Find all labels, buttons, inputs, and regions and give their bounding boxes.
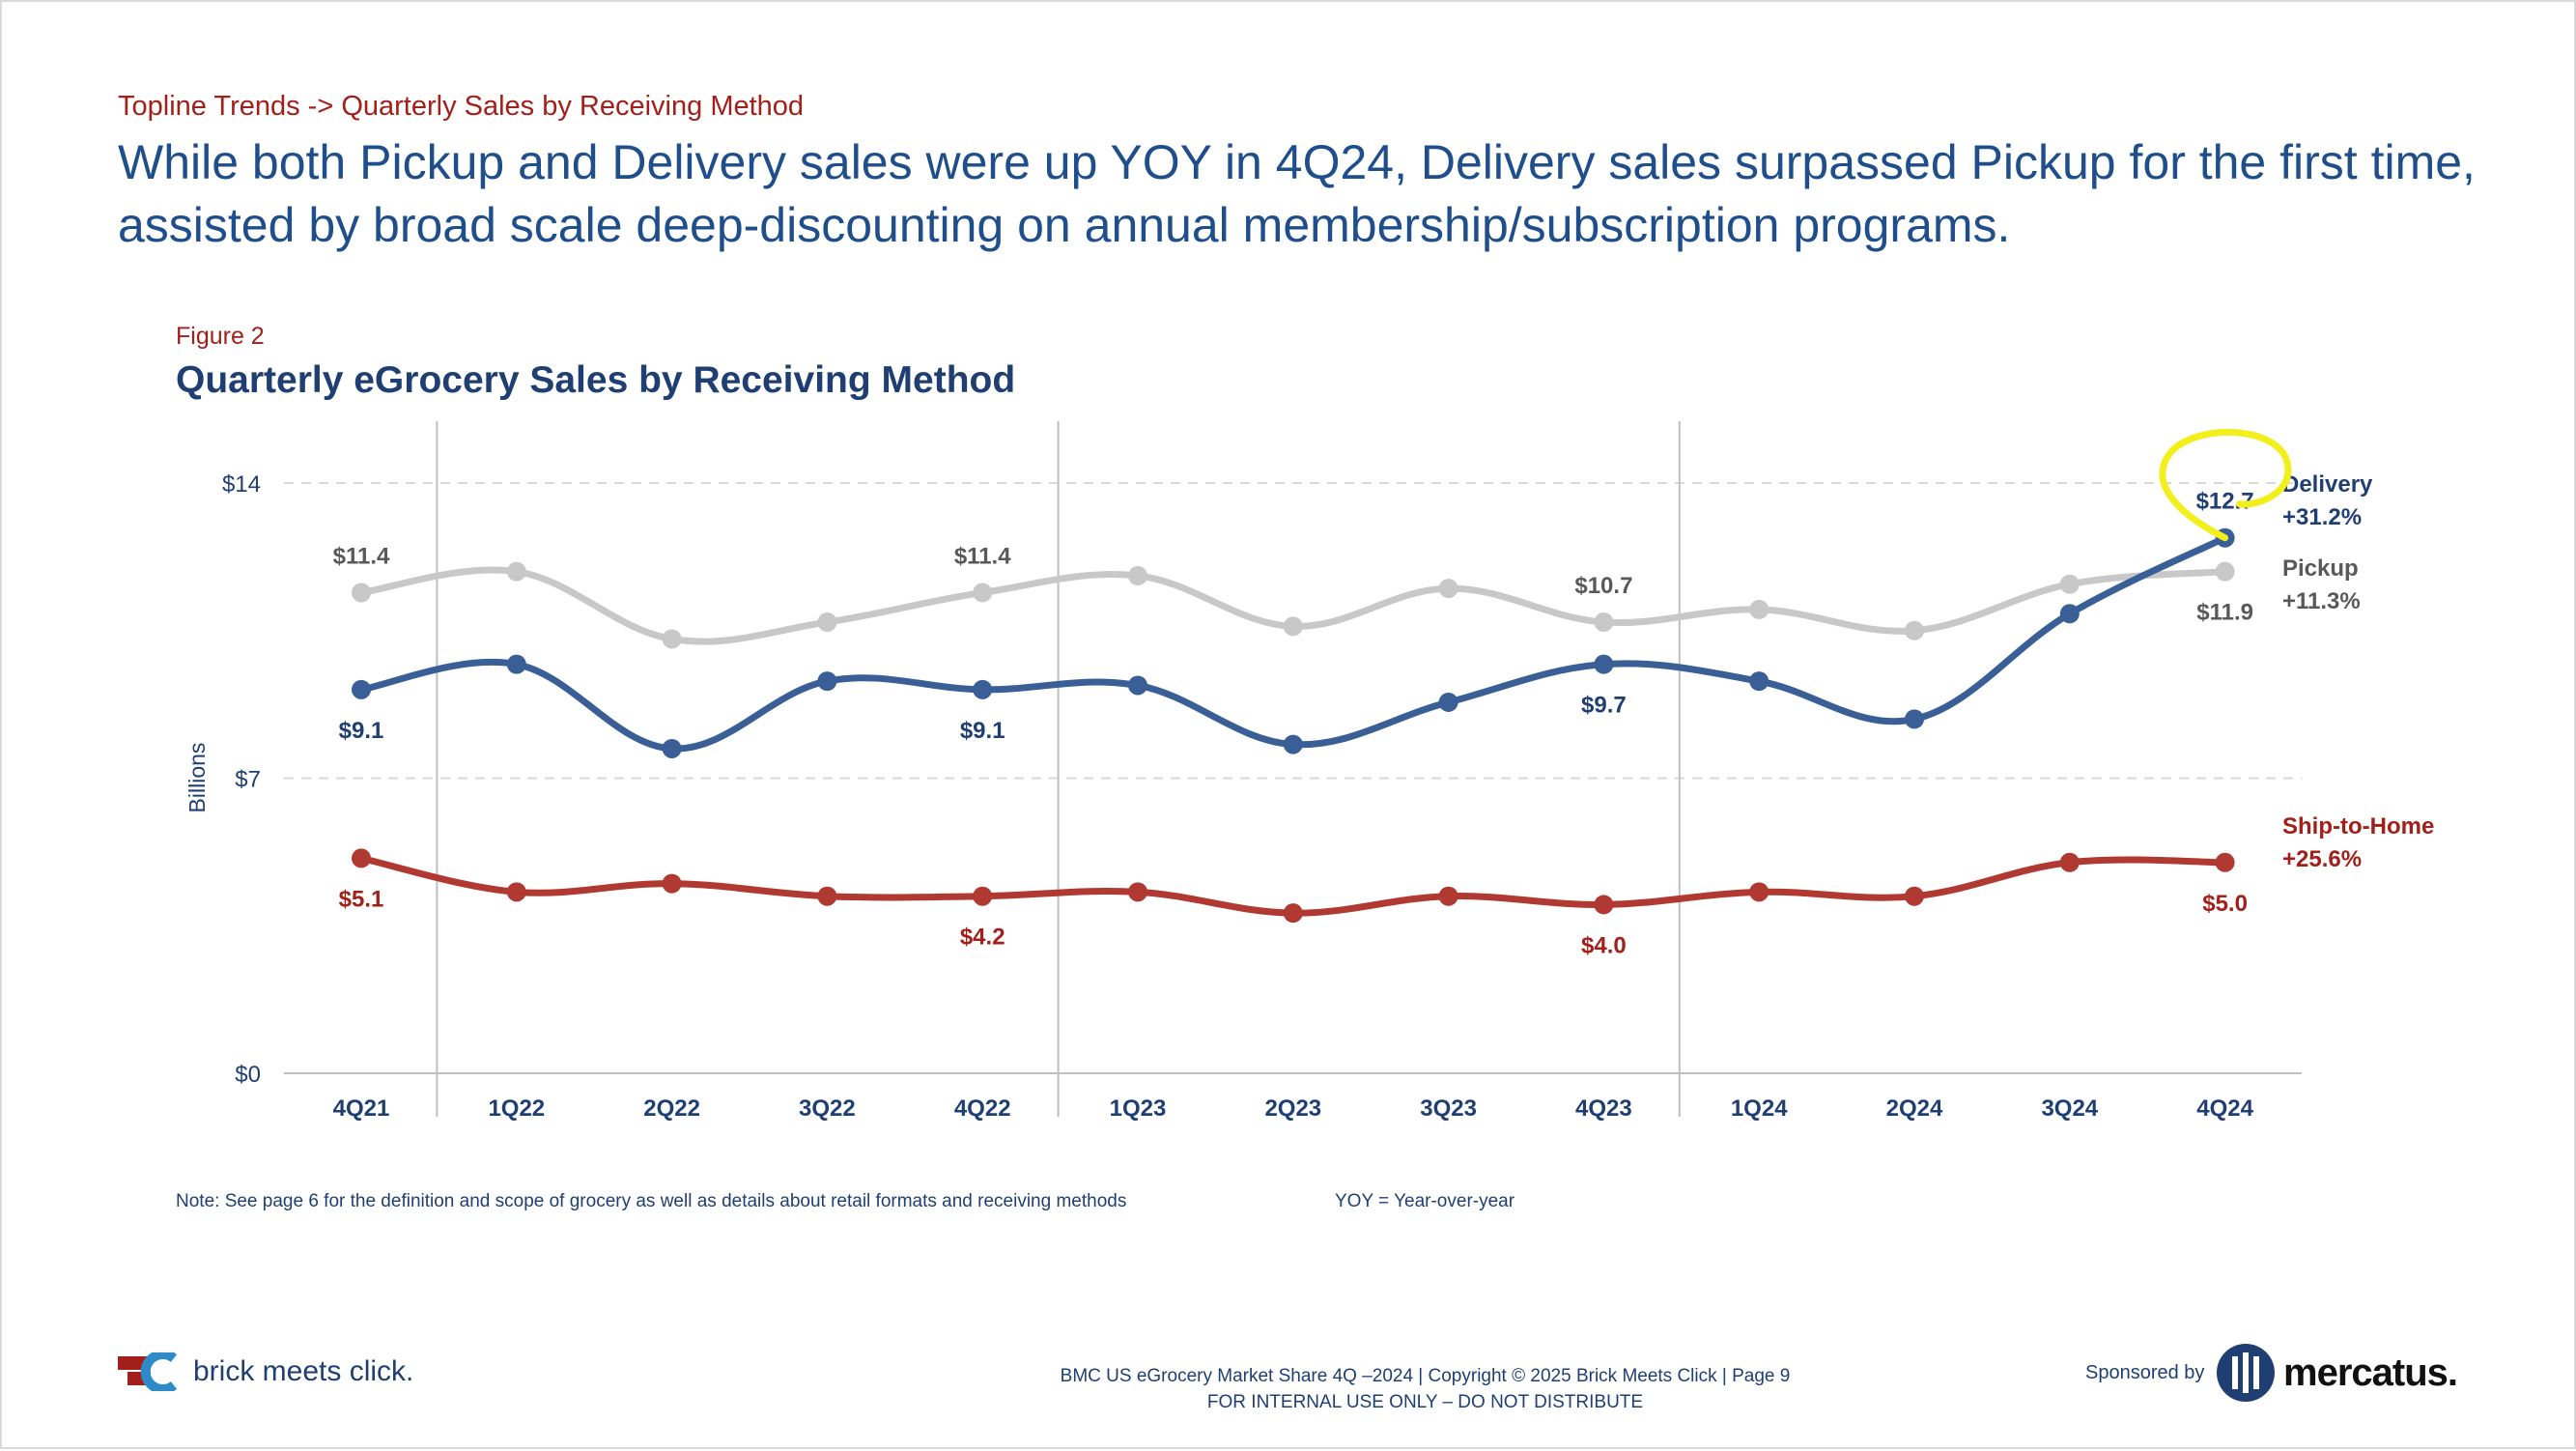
x-tick-label: 3Q22 bbox=[799, 1095, 856, 1122]
data-point-pickup bbox=[1438, 579, 1458, 599]
series-line-delivery bbox=[357, 534, 2229, 753]
data-label: $9.1 bbox=[339, 718, 384, 744]
yoy-note: YOY = Year-over-year bbox=[1335, 1191, 1515, 1211]
highlight-circle-annotation bbox=[2159, 429, 2292, 542]
series-layer bbox=[352, 527, 2235, 924]
data-label: $5.1 bbox=[339, 886, 384, 912]
chart-title: Quarterly eGrocery Sales by Receiving Me… bbox=[176, 359, 1016, 401]
breadcrumb: Topline Trends -> Quarterly Sales by Rec… bbox=[118, 91, 805, 122]
data-point-ship-to-home bbox=[506, 882, 526, 902]
x-tick-label: 1Q24 bbox=[1731, 1095, 1788, 1122]
data-point-pickup bbox=[817, 612, 837, 633]
legend-series-yoy: +25.6% bbox=[2282, 846, 2362, 872]
x-tick-label: 2Q23 bbox=[1264, 1095, 1321, 1122]
data-point-ship-to-home bbox=[1749, 882, 1769, 902]
data-point-ship-to-home bbox=[1594, 895, 1614, 915]
legend-series-name: Delivery bbox=[2282, 471, 2373, 498]
data-label: $11.9 bbox=[2196, 600, 2253, 626]
x-tick-label: 2Q22 bbox=[643, 1095, 700, 1122]
data-label: $5.0 bbox=[2202, 891, 2248, 917]
x-tick-label: 1Q23 bbox=[1110, 1095, 1167, 1122]
data-label: $9.7 bbox=[1581, 693, 1627, 719]
data-point-pickup bbox=[1283, 616, 1303, 637]
brick-logo-icon bbox=[118, 1352, 178, 1391]
data-point-ship-to-home bbox=[2215, 852, 2235, 872]
x-tick-label: 1Q22 bbox=[488, 1095, 545, 1122]
data-point-pickup bbox=[1905, 620, 1924, 640]
data-label: $4.2 bbox=[960, 925, 1005, 951]
data-point-pickup bbox=[1594, 612, 1614, 633]
x-tick-label: 4Q23 bbox=[1575, 1095, 1632, 1122]
labels-layer: $11.4 $11.4 $10.7 $11.9 Pickup +11.3% $9.1 $9.1… bbox=[333, 429, 2434, 958]
data-point-delivery bbox=[1438, 692, 1458, 712]
y-tick-label: $0 bbox=[235, 1062, 261, 1088]
data-point-delivery bbox=[506, 654, 526, 674]
brick-meets-click-wordmark: brick meets click. bbox=[193, 1355, 414, 1387]
data-point-delivery bbox=[1905, 709, 1924, 729]
data-label: $9.1 bbox=[960, 718, 1005, 744]
data-point-pickup bbox=[2215, 561, 2235, 582]
footer-confidential: FOR INTERNAL USE ONLY – DO NOT DISTRIBUT… bbox=[1206, 1392, 1644, 1412]
data-point-pickup bbox=[1128, 566, 1147, 586]
x-tick-label: 4Q22 bbox=[954, 1095, 1011, 1122]
data-point-delivery bbox=[1594, 654, 1614, 674]
data-point-pickup bbox=[1749, 599, 1769, 619]
data-point-ship-to-home bbox=[1128, 882, 1147, 902]
data-point-delivery bbox=[662, 738, 682, 758]
data-point-ship-to-home bbox=[817, 886, 837, 906]
page-headline: While both Pickup and Delivery sales wer… bbox=[118, 135, 2476, 252]
mercatus-wordmark: mercatus. bbox=[2283, 1351, 2458, 1394]
data-label: $4.0 bbox=[1581, 932, 1627, 958]
data-point-pickup bbox=[973, 583, 993, 603]
legend-series-name: Pickup bbox=[2282, 555, 2359, 582]
data-point-pickup bbox=[506, 561, 526, 582]
legend-series-name: Ship-to-Home bbox=[2282, 813, 2434, 839]
footnote: Note: See page 6 for the definition and … bbox=[176, 1191, 1127, 1211]
data-point-delivery bbox=[973, 679, 993, 699]
data-point-ship-to-home bbox=[2059, 852, 2080, 872]
x-tick-label: 3Q24 bbox=[2041, 1095, 2098, 1122]
brick-meets-click-logo: brick meets click. bbox=[118, 1352, 413, 1391]
data-point-ship-to-home bbox=[662, 873, 682, 894]
data-point-pickup bbox=[662, 629, 682, 649]
data-point-ship-to-home bbox=[973, 886, 993, 906]
mercatus-logo: mercatus. bbox=[2216, 1343, 2458, 1403]
x-tick-label: 3Q23 bbox=[1420, 1095, 1477, 1122]
data-point-pickup bbox=[2059, 574, 2080, 594]
mercatus-logo-icon bbox=[2217, 1344, 2275, 1402]
y-axis-label: Billions bbox=[184, 743, 210, 813]
data-point-delivery bbox=[817, 671, 837, 692]
legend-series-yoy: +31.2% bbox=[2282, 504, 2362, 530]
sponsored-by-label: Sponsored by bbox=[2085, 1362, 2205, 1383]
data-point-delivery bbox=[1283, 734, 1303, 754]
data-point-ship-to-home bbox=[1283, 903, 1303, 924]
figure-label: Figure 2 bbox=[176, 323, 265, 350]
x-tick-label: 2Q24 bbox=[1886, 1095, 1943, 1122]
data-point-ship-to-home bbox=[352, 848, 371, 868]
data-point-ship-to-home bbox=[1905, 886, 1924, 906]
data-point-delivery bbox=[352, 679, 371, 699]
y-tick-label: $7 bbox=[235, 767, 261, 793]
legend-series-yoy: +11.3% bbox=[2282, 588, 2361, 614]
data-point-pickup bbox=[352, 583, 371, 603]
x-tick-label: 4Q21 bbox=[333, 1095, 390, 1122]
data-point-delivery bbox=[1128, 675, 1147, 696]
y-tick-label: $14 bbox=[222, 471, 261, 498]
chart-grid bbox=[284, 421, 2302, 1117]
data-point-delivery bbox=[1749, 671, 1769, 692]
footer-copyright: BMC US eGrocery Market Share 4Q –2024 | … bbox=[1060, 1366, 1791, 1386]
data-label: $10.7 bbox=[1574, 573, 1632, 599]
data-point-delivery bbox=[2059, 604, 2080, 624]
data-point-ship-to-home bbox=[1438, 886, 1458, 906]
data-label: $11.4 bbox=[954, 543, 1011, 569]
chart-axes: $0 $7 $14 Billions 4Q21 1Q22 2Q22 3Q22 4Q22 1Q23 2… bbox=[184, 471, 2302, 1122]
data-label: $11.4 bbox=[333, 543, 390, 569]
x-tick-label: 4Q24 bbox=[2196, 1095, 2253, 1122]
